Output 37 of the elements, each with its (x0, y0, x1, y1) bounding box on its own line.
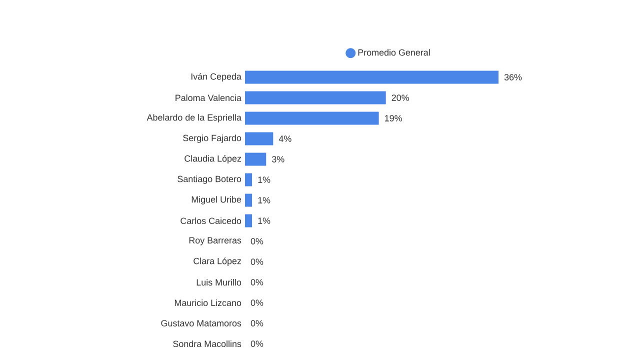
data-label: 4% (278, 136, 292, 142)
y-tick-label: Abelardo de la Espriella (146, 114, 242, 122)
data-label: 1% (258, 218, 270, 224)
data-label: 1% (258, 176, 270, 183)
data-label: 36% (504, 74, 522, 80)
bar (245, 152, 266, 166)
y-tick-label: Sondra Macollins (173, 340, 242, 348)
y-tick-label: Claudia López (184, 155, 242, 164)
bar (245, 112, 379, 125)
bar (245, 70, 499, 84)
y-tick-label: Paloma Valencia (176, 94, 242, 102)
y-tick-label: Clara López (194, 258, 242, 266)
data-label: 0% (250, 279, 264, 286)
bar (245, 214, 252, 228)
data-label: 0% (250, 320, 264, 326)
data-label: 0% (250, 258, 264, 265)
legend-label: Promedio General (358, 49, 430, 56)
y-tick-label: Carlos Caicedo (180, 217, 242, 224)
data-label: 3% (272, 156, 284, 162)
bar (245, 194, 252, 207)
data-label: 1% (258, 197, 270, 204)
y-tick-label: Miguel Uribe (192, 196, 242, 204)
data-label: 19% (385, 115, 402, 122)
y-tick-label: Luis Murillo (196, 278, 242, 286)
y-tick-label: Iván Cepeda (191, 73, 242, 82)
y-tick-label: Roy Barreras (189, 237, 242, 246)
y-tick-label: Sergio Fajardo (183, 134, 242, 143)
bar (245, 91, 386, 104)
y-tick-label: Santiago Botero (178, 176, 242, 184)
bar (245, 132, 274, 146)
data-label: 0% (250, 238, 264, 244)
bar (245, 173, 252, 186)
y-tick-label: Mauricio Lizcano (174, 299, 242, 306)
data-label: 0% (250, 340, 264, 347)
y-tick-label: Gustavo Matamoros (161, 320, 242, 326)
data-label: 0% (250, 300, 264, 306)
data-label: 20% (392, 94, 409, 101)
